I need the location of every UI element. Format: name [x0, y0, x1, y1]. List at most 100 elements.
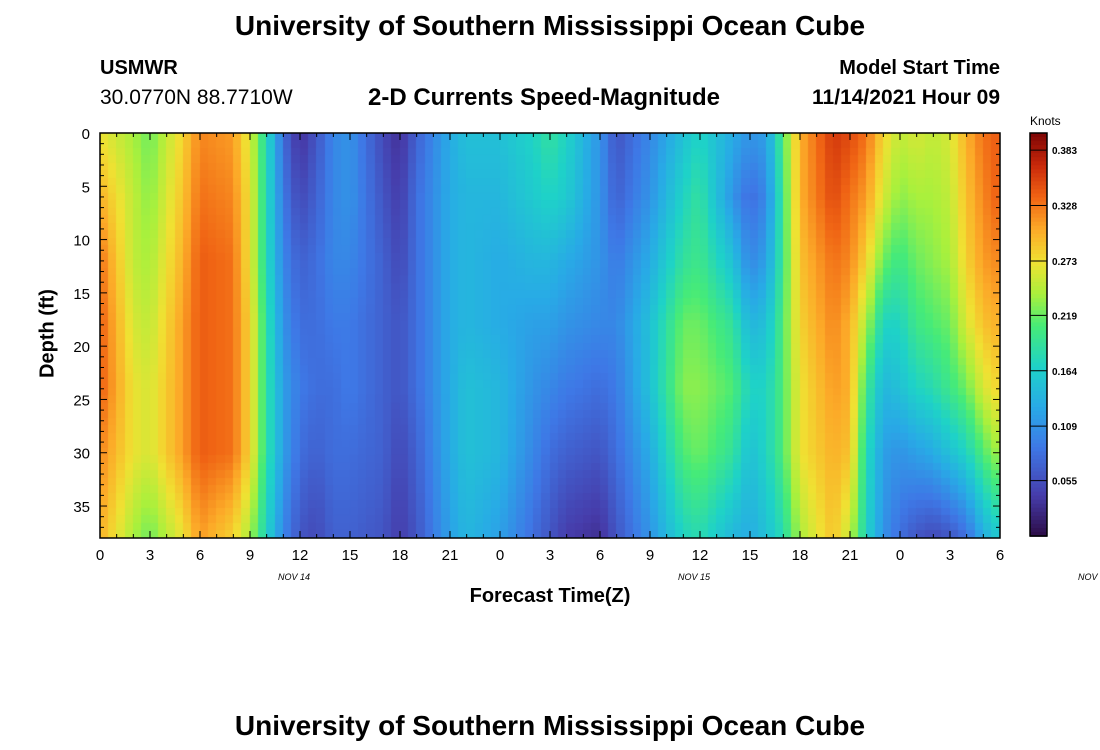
chart-subtitle: 2-D Currents Speed-Magnitude [368, 84, 721, 111]
colorbar-segment [1030, 249, 1047, 255]
footer-title: University of Southern Mississippi Ocean… [234, 710, 866, 741]
colorbar-segment [1030, 261, 1047, 267]
colorbar-tick-label: 0.109 [1052, 422, 1077, 433]
colorbar-segment [1030, 133, 1047, 138]
colorbar-segment [1030, 459, 1047, 465]
date-label: NOV 15 [678, 572, 711, 582]
x-tick-label: 6 [596, 547, 604, 564]
colorbar-segment [1030, 439, 1047, 445]
colorbar-segment [1030, 338, 1047, 344]
colorbar-segment [1030, 225, 1047, 231]
y-tick-label: 10 [73, 233, 90, 250]
colorbar-segment [1030, 463, 1047, 469]
colorbar-segment [1030, 374, 1047, 380]
colorbar-segment [1030, 330, 1047, 336]
x-tick-label: 3 [146, 547, 154, 564]
colorbar-segment [1030, 366, 1047, 372]
x-tick-label: 6 [196, 547, 204, 564]
colorbar-segment [1030, 334, 1047, 340]
colorbar-segment [1030, 302, 1047, 308]
colorbar-segment [1030, 499, 1047, 505]
colorbar-segment [1030, 491, 1047, 497]
station-id: USMWR [100, 57, 178, 79]
colorbar-segment [1030, 515, 1047, 521]
colorbar-segment [1030, 278, 1047, 283]
colorbar-segment [1030, 270, 1047, 275]
colorbar-segment [1030, 415, 1047, 420]
colorbar-segment [1030, 137, 1047, 142]
colorbar-segment [1030, 346, 1047, 352]
y-axis-ticks: 0 5 10 15 20 25 30 35 [73, 126, 1000, 539]
x-tick-label: 0 [896, 547, 904, 564]
colorbar-segment [1030, 189, 1047, 195]
colorbar-segment [1030, 193, 1047, 199]
colorbar-segment [1030, 427, 1047, 433]
colorbar-segment [1030, 382, 1047, 388]
colorbar-segment [1030, 286, 1047, 291]
colorbar-tick-label: 0.383 [1052, 146, 1077, 157]
colorbar-segment [1030, 467, 1047, 473]
colorbar-segment [1030, 185, 1047, 191]
colorbar-segment [1030, 362, 1047, 368]
colorbar-segment [1030, 403, 1047, 408]
colorbar-segment [1030, 322, 1047, 328]
x-tick-label: 12 [292, 547, 309, 564]
colorbar-segment [1030, 527, 1047, 533]
colorbar-tick-label: 0.328 [1052, 202, 1077, 213]
colorbar-segment [1030, 386, 1047, 392]
colorbar-segment [1030, 221, 1047, 227]
x-tick-label: 21 [442, 547, 459, 564]
y-tick-label: 35 [73, 499, 90, 516]
colorbar-segment [1030, 435, 1047, 441]
colorbar-segment [1030, 161, 1047, 167]
colorbar-segment [1030, 411, 1047, 416]
x-tick-label: 21 [842, 547, 859, 564]
colorbar-segment [1030, 298, 1047, 304]
colorbar-segment [1030, 173, 1047, 179]
colorbar-segment [1030, 177, 1047, 183]
colorbar-segment [1030, 314, 1047, 320]
x-tick-label: 0 [96, 547, 104, 564]
colorbar-segment [1030, 471, 1047, 477]
colorbar-tick-label: 0.273 [1052, 257, 1077, 268]
colorbar-tick-label: 0.219 [1052, 311, 1077, 322]
colorbar-segment [1030, 217, 1047, 223]
x-tick-label: 15 [342, 547, 359, 564]
colorbar-segment [1030, 390, 1047, 396]
colorbar-segment [1030, 169, 1047, 175]
y-tick-label: 5 [82, 179, 90, 196]
colorbar-segment [1030, 257, 1047, 263]
y-tick-label: 15 [73, 286, 90, 303]
colorbar: 0.383 0.328 0.273 0.219 0.164 0.109 0.055 [1029, 132, 1077, 537]
colorbar-segment [1030, 213, 1047, 219]
colorbar-segment [1030, 479, 1047, 485]
colorbar-segment [1030, 507, 1047, 513]
model-start-label: Model Start Time [839, 57, 1000, 79]
colorbar-segment [1030, 141, 1047, 146]
x-tick-label: 9 [646, 547, 654, 564]
colorbar-segment [1030, 431, 1047, 437]
y-tick-label: 25 [73, 392, 90, 409]
colorbar-segment [1030, 290, 1047, 295]
colorbar-segment [1030, 455, 1047, 461]
x-tick-label: 18 [392, 547, 409, 564]
colorbar-segment [1030, 245, 1047, 251]
date-label: NOV 14 [278, 572, 310, 582]
x-tick-label: 3 [946, 547, 954, 564]
y-tick-label: 30 [73, 446, 90, 463]
colorbar-segment [1030, 483, 1047, 489]
x-tick-label: 0 [496, 547, 504, 564]
colorbar-segment [1030, 487, 1047, 493]
colorbar-segment [1030, 511, 1047, 517]
x-tick-label: 6 [996, 547, 1004, 564]
colorbar-title: Knots [1030, 114, 1061, 128]
colorbar-segment [1030, 149, 1047, 154]
colorbar-segment [1030, 342, 1047, 348]
colorbar-segment [1030, 229, 1047, 235]
colorbar-segment [1030, 419, 1047, 424]
x-tick-label: 12 [692, 547, 709, 564]
colorbar-tick-label: 0.055 [1052, 477, 1077, 488]
colorbar-segment [1030, 358, 1047, 364]
colorbar-border [1029, 132, 1048, 537]
